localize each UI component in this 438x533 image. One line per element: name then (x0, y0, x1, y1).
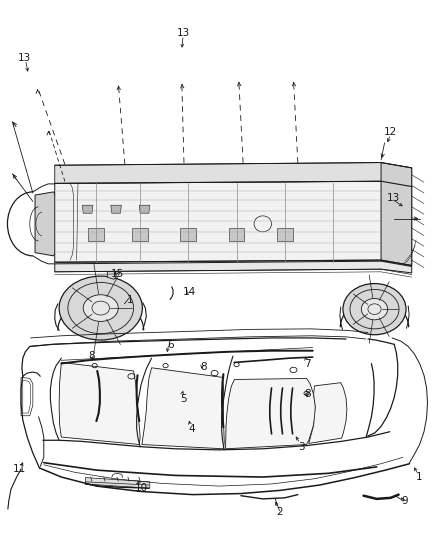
Text: 8: 8 (304, 390, 311, 399)
Ellipse shape (343, 284, 406, 335)
Polygon shape (111, 205, 121, 213)
Polygon shape (309, 383, 347, 443)
Ellipse shape (59, 276, 142, 340)
Text: 6: 6 (167, 341, 174, 350)
Text: 13: 13 (177, 28, 190, 38)
Polygon shape (381, 163, 412, 265)
Text: 13: 13 (387, 193, 400, 203)
Polygon shape (180, 228, 196, 241)
Text: 13: 13 (18, 53, 31, 62)
Polygon shape (142, 368, 224, 449)
Polygon shape (229, 228, 244, 241)
Polygon shape (55, 181, 412, 265)
Polygon shape (35, 192, 56, 256)
Text: 4: 4 (188, 424, 195, 433)
Polygon shape (107, 271, 116, 279)
Text: 8: 8 (200, 362, 207, 372)
Polygon shape (226, 378, 315, 449)
Polygon shape (55, 261, 412, 273)
Polygon shape (88, 228, 104, 241)
Text: 8: 8 (88, 351, 95, 361)
Polygon shape (82, 205, 93, 213)
Text: 12: 12 (384, 127, 397, 137)
Ellipse shape (83, 295, 118, 321)
Text: 2: 2 (276, 507, 283, 516)
Text: 9: 9 (401, 496, 408, 506)
Text: 1: 1 (416, 472, 423, 482)
Text: 10: 10 (134, 483, 148, 493)
Ellipse shape (361, 298, 388, 320)
Text: 5: 5 (180, 394, 187, 403)
Text: 1: 1 (126, 295, 133, 305)
Text: 3: 3 (298, 442, 305, 451)
Polygon shape (59, 362, 140, 445)
Polygon shape (277, 228, 293, 241)
Text: 15: 15 (111, 269, 124, 279)
Text: 14: 14 (183, 287, 196, 297)
Polygon shape (139, 205, 150, 213)
Polygon shape (85, 478, 150, 488)
Polygon shape (132, 228, 148, 241)
Polygon shape (55, 163, 412, 187)
Text: 11: 11 (13, 464, 26, 474)
Text: 7: 7 (304, 359, 311, 368)
